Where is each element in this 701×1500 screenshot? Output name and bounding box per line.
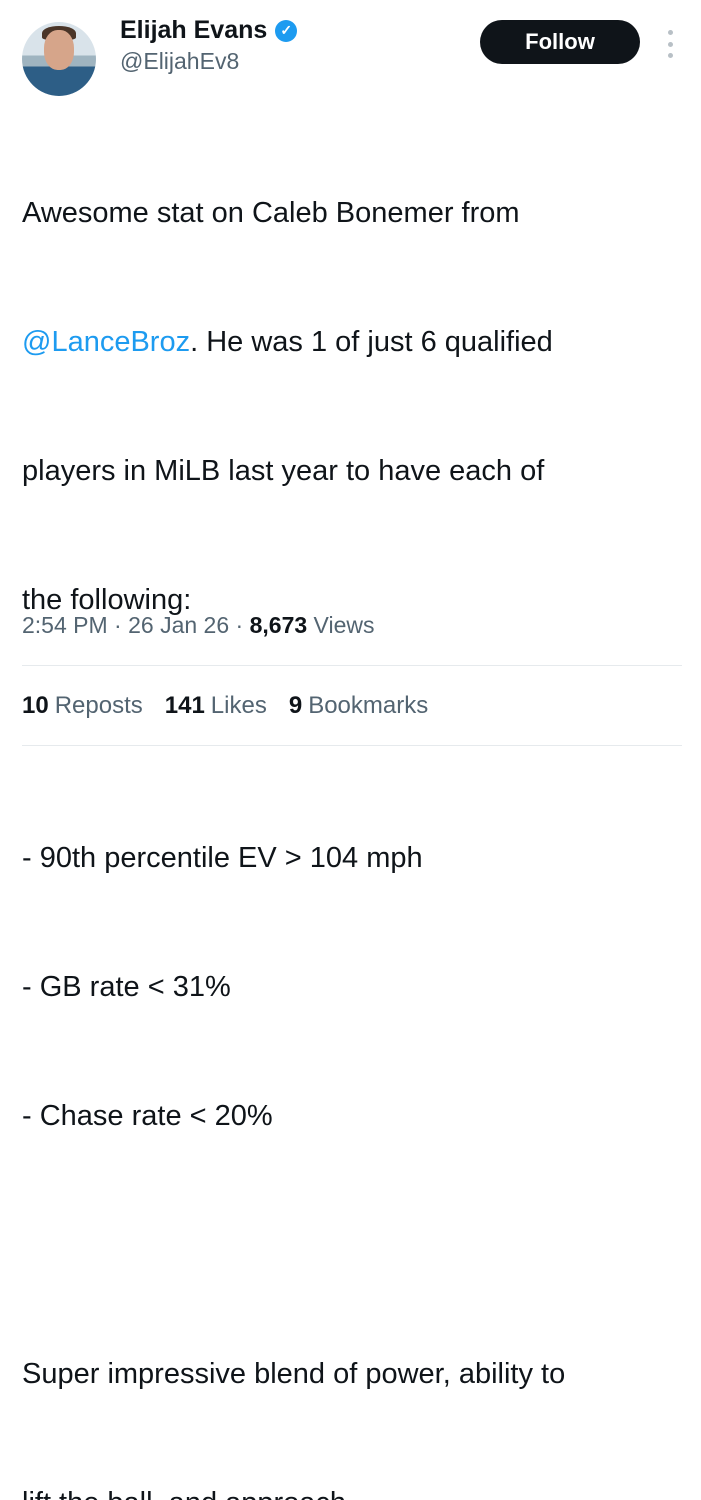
verified-badge-icon: ✓ [275, 19, 298, 42]
tweet-line: players in MiLB last year to have each o… [22, 455, 545, 487]
tweet-line: Awesome stat on Caleb Bonemer from [22, 197, 520, 229]
tweet-line: the following: [22, 584, 192, 616]
tweet-line: lift the ball, and approach. [22, 1482, 565, 1500]
engagement-stats: 10 Reposts 141 Likes 9 Bookmarks [22, 692, 428, 720]
bookmarks-stat[interactable]: 9 Bookmarks [288, 692, 429, 719]
tweet-time[interactable]: 2:54 PM [22, 612, 108, 638]
views-label: Views [313, 612, 375, 638]
tweet-meta: 2:54 PM · 26 Jan 26 · 8,673 Views [22, 612, 375, 638]
bullet-item: - Chase rate < 20% [22, 1100, 273, 1132]
bullet-item: - GB rate < 31% [22, 971, 231, 1003]
tweet-line-text: . He was 1 of just 6 qualified [190, 326, 553, 358]
mention-link[interactable]: @LanceBroz [22, 326, 191, 358]
tweet-line: Super impressive blend of power, ability… [22, 1358, 566, 1390]
bullet-item: - 90th percentile EV > 104 mph [22, 842, 423, 874]
author-name-text: Elijah Evans [120, 16, 268, 44]
divider [22, 665, 682, 666]
author-handle[interactable]: @ElijahEv8 [120, 48, 240, 74]
views-count: 8,673 [249, 612, 308, 638]
likes-stat[interactable]: 141 Likes [164, 692, 267, 719]
avatar[interactable] [22, 22, 96, 96]
author-name[interactable]: Elijah Evans ✓ [120, 16, 298, 45]
tweet-date[interactable]: 26 Jan 26 [128, 612, 230, 638]
follow-button[interactable]: Follow [480, 20, 640, 64]
divider [22, 745, 682, 746]
tweet-text: Awesome stat on Caleb Bonemer from @Lanc… [22, 106, 565, 1500]
more-options-icon[interactable] [665, 30, 675, 58]
reposts-stat[interactable]: 10 Reposts [22, 692, 143, 719]
tweet-line: @LanceBroz. He was 1 of just 6 qualified [22, 321, 565, 364]
